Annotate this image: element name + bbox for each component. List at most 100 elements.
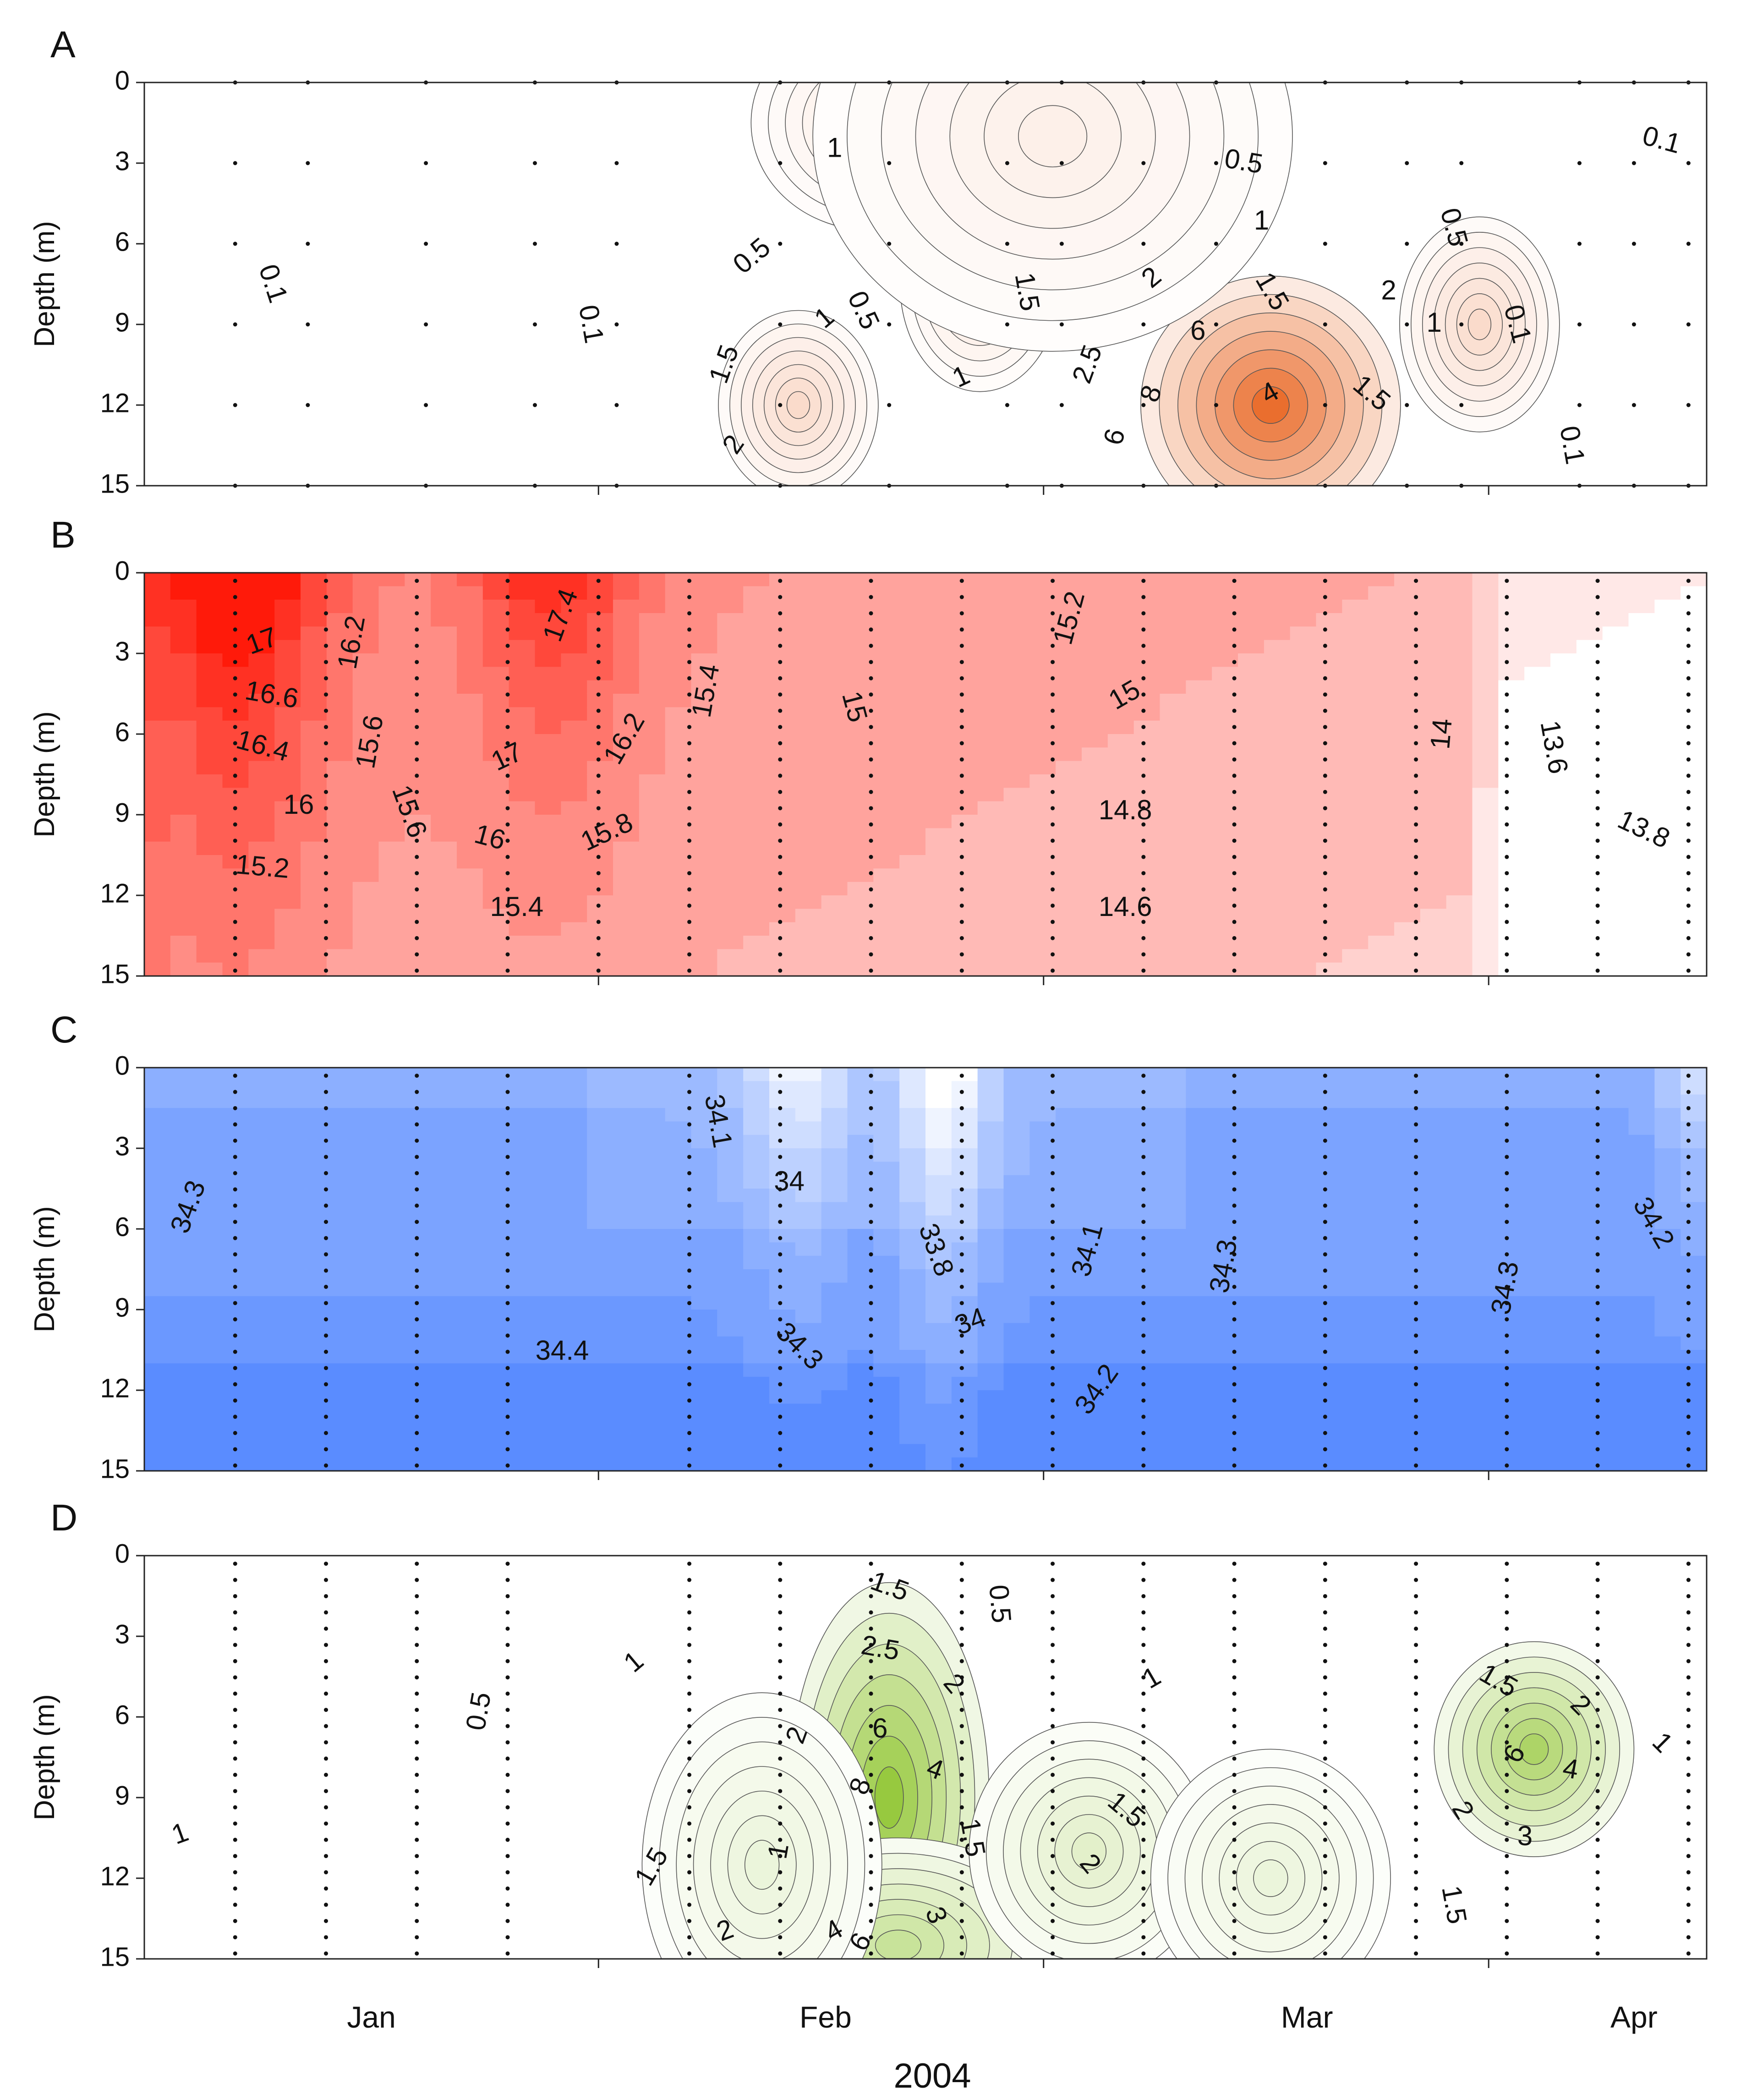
sample-dot [959,1203,964,1208]
field-cell [1550,788,1577,802]
field-cell [1498,909,1525,923]
field-cell [1160,1094,1187,1108]
field-cell [1654,1283,1681,1297]
contour-band [874,1766,904,1829]
sample-dot [505,660,510,664]
sample-dot [959,757,964,762]
field-cell [378,747,405,762]
field-cell [431,1135,457,1149]
field-cell [951,1296,978,1310]
field-cell [301,962,327,976]
sample-dot [505,1301,510,1305]
field-cell [352,788,379,802]
field-cell [457,1175,483,1189]
field-cell [1160,1202,1187,1216]
field-cell [1003,788,1030,802]
field-cell [899,694,926,708]
field-cell [1056,1162,1082,1176]
field-cell [274,707,301,721]
field-cell [509,586,536,600]
field-cell [431,626,457,641]
field-cell [1681,626,1707,641]
field-cell [1290,1444,1317,1458]
field-cell [1238,1363,1265,1377]
sample-dot [1232,1562,1237,1566]
sample-dot [324,773,328,778]
field-cell [1524,949,1551,963]
field-cell [144,868,171,883]
sample-dot [415,1756,419,1761]
field-cell [1472,599,1499,614]
field-cell [1082,1256,1108,1270]
field-cell [561,1310,588,1324]
field-cell [613,909,640,923]
field-cell [535,1310,562,1324]
field-cell [222,1094,249,1108]
sample-dot [1595,1301,1600,1305]
field-cell [535,653,562,668]
sample-dot [778,708,783,713]
sample-dot [1323,936,1327,940]
sample-dot [324,1951,328,1956]
sample-dot [415,1415,419,1419]
sample-dot [1595,757,1600,762]
field-cell [170,841,197,855]
field-cell [717,653,744,668]
sample-dot [505,1415,510,1419]
field-cell [248,586,275,600]
field-cell [170,1310,197,1324]
field-cell [301,1283,327,1297]
field-cell [1264,1215,1291,1229]
field-cell [170,1444,197,1458]
field-cell [248,1283,275,1297]
sample-dot [1051,822,1055,827]
field-cell [248,653,275,668]
field-cell [170,1269,197,1283]
field-cell [925,1336,952,1350]
field-cell [196,640,223,654]
sample-dot [869,1594,873,1598]
sample-dot [1051,627,1055,632]
field-cell [1524,841,1551,855]
field-cell [509,720,536,735]
field-cell [795,626,822,641]
field-cell [509,1350,536,1364]
sample-dot [778,1236,783,1240]
field-cell [691,1269,718,1283]
sample-dot [1323,1187,1327,1192]
sample-dot [1051,1708,1055,1712]
sample-dot [415,1301,419,1305]
field-cell [1133,1229,1161,1243]
field-cell [1133,801,1161,815]
field-cell [1264,1310,1291,1324]
field-cell [1681,1135,1707,1149]
field-cell [352,1215,379,1229]
field-cell [1186,1431,1213,1445]
field-cell [691,1135,718,1149]
field-cell [1082,1148,1108,1162]
field-cell [535,949,562,963]
field-cell [378,909,405,923]
field-cell [1133,1068,1161,1082]
field-cell [1160,1457,1187,1471]
field-cell [1133,1390,1161,1404]
field-cell [1368,801,1395,815]
field-cell [1446,1376,1473,1391]
field-cell [1628,1323,1655,1337]
field-cell [1107,573,1134,587]
field-cell [1029,868,1057,883]
field-cell [925,761,952,775]
sample-dot [1595,1463,1600,1468]
field-cell [1264,1296,1291,1310]
field-cell [1003,1189,1030,1203]
field-cell [1368,1094,1395,1108]
field-cell [1498,1256,1525,1270]
field-cell [1524,653,1551,668]
field-cell [1446,720,1473,735]
field-cell [248,868,275,883]
sample-dot [1505,1106,1509,1110]
sample-dot [1414,1284,1418,1289]
sample-dot [1323,1463,1327,1468]
